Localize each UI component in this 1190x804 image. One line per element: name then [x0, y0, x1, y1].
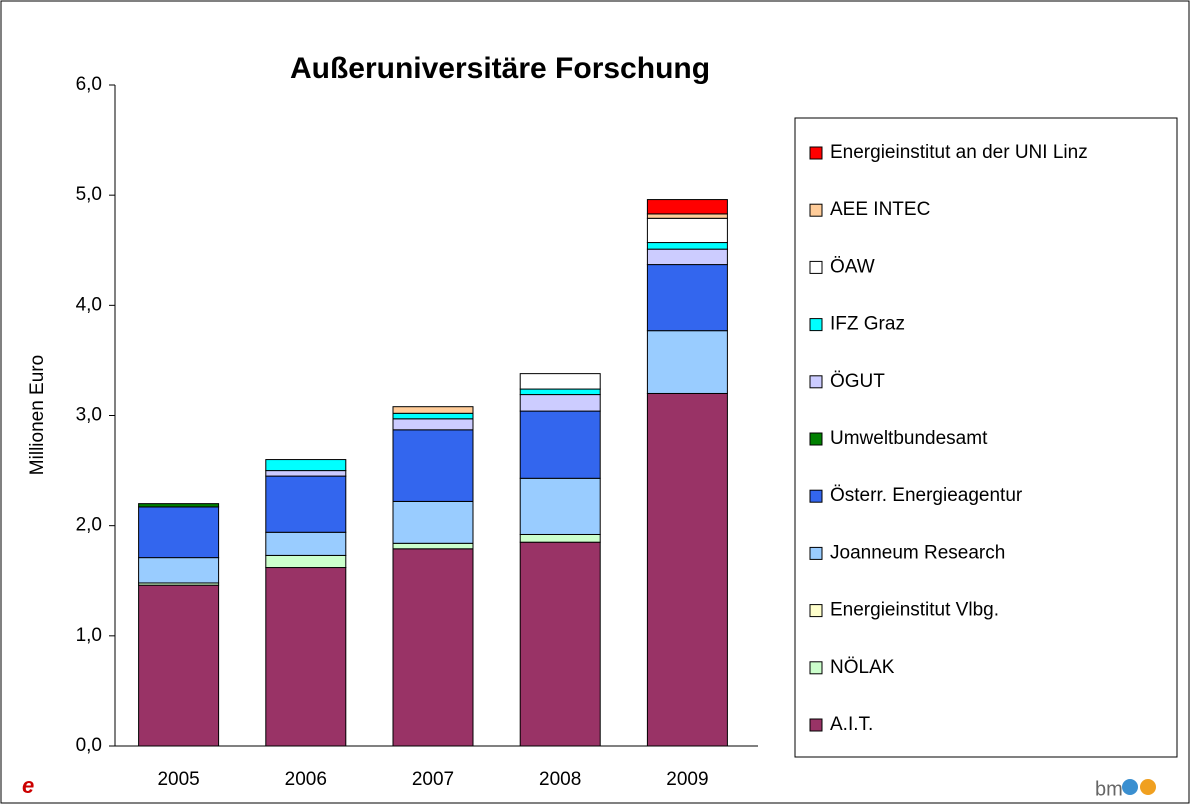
legend-swatch [809, 146, 823, 160]
bar-segment [646, 330, 728, 394]
bar-segment [392, 412, 474, 420]
bar-segment [138, 557, 220, 584]
bar-segment [646, 217, 728, 244]
bar-segment [519, 373, 601, 390]
chart-title: Außeruniversitäre Forschung [290, 52, 710, 85]
logo-icon [1140, 779, 1156, 795]
y-tick-label: 6,0 [76, 74, 102, 95]
bar-segment [392, 548, 474, 747]
x-tick-label: 2009 [666, 769, 708, 790]
bar-segment [265, 554, 347, 569]
legend-label: IFZ Graz [830, 314, 905, 335]
y-tick-label: 2,0 [76, 515, 102, 536]
bar-segment [519, 533, 601, 543]
bar-segment [519, 394, 601, 412]
legend-swatch [809, 489, 823, 503]
bar-segment [392, 542, 474, 550]
bar-segment [646, 248, 728, 266]
x-tick-label: 2007 [412, 769, 454, 790]
legend-swatch [809, 661, 823, 675]
y-tick-label: 1,0 [76, 625, 102, 646]
bar-segment [646, 213, 728, 219]
bar-segment [265, 531, 347, 556]
y-tick-label: 3,0 [76, 405, 102, 426]
legend-box [794, 117, 1178, 758]
legend-label: Energieinstitut an der UNI Linz [830, 142, 1088, 163]
bar-segment [646, 264, 728, 332]
y-axis-label: Millionen Euro [27, 355, 48, 475]
bar-segment [519, 388, 601, 396]
bar-segment [646, 242, 728, 250]
x-tick-label: 2008 [539, 769, 581, 790]
bar-segment [265, 459, 347, 472]
bar-segment [392, 406, 474, 414]
left-logo: e [22, 773, 34, 798]
y-tick-label: 0,0 [76, 735, 102, 756]
legend-label: Österr. Energieagentur [830, 485, 1023, 506]
bar-segment [265, 567, 347, 747]
legend-label: A.I.T. [830, 714, 873, 735]
bar-segment [646, 392, 728, 747]
legend-label: Joanneum Research [830, 542, 1005, 563]
bar-segment [392, 500, 474, 544]
legend-swatch [809, 718, 823, 732]
bar-segment [392, 418, 474, 431]
bar-segment [519, 477, 601, 535]
bar-segment [138, 506, 220, 559]
bar-segment [138, 503, 220, 508]
bar-segment [392, 429, 474, 502]
y-tick-label: 4,0 [76, 294, 102, 315]
bar-segment [265, 475, 347, 533]
logo-icon [1122, 779, 1138, 795]
legend-swatch [809, 604, 823, 618]
svg-text:e: e [22, 773, 34, 798]
legend-swatch [809, 432, 823, 446]
legend-label: ÖAW [830, 256, 875, 277]
legend-swatch [809, 260, 823, 274]
legend-swatch [809, 203, 823, 217]
bar-segment [138, 584, 220, 747]
legend-swatch [809, 546, 823, 560]
x-tick-label: 2006 [285, 769, 327, 790]
y-tick-label: 5,0 [76, 184, 102, 205]
legend-label: AEE INTEC [830, 199, 930, 220]
legend-label: ÖGUT [830, 371, 885, 392]
legend-label: NÖLAK [830, 657, 895, 678]
legend-label: Umweltbundesamt [830, 428, 988, 449]
bar-segment [265, 470, 347, 477]
x-tick-label: 2005 [157, 769, 199, 790]
legend-label: Energieinstitut Vlbg. [830, 600, 999, 621]
legend-swatch [809, 318, 823, 332]
logo-text: bm [1095, 778, 1123, 800]
legend-swatch [809, 375, 823, 389]
bar-segment [519, 541, 601, 747]
bar-segment [519, 410, 601, 479]
bar-segment [646, 199, 728, 215]
